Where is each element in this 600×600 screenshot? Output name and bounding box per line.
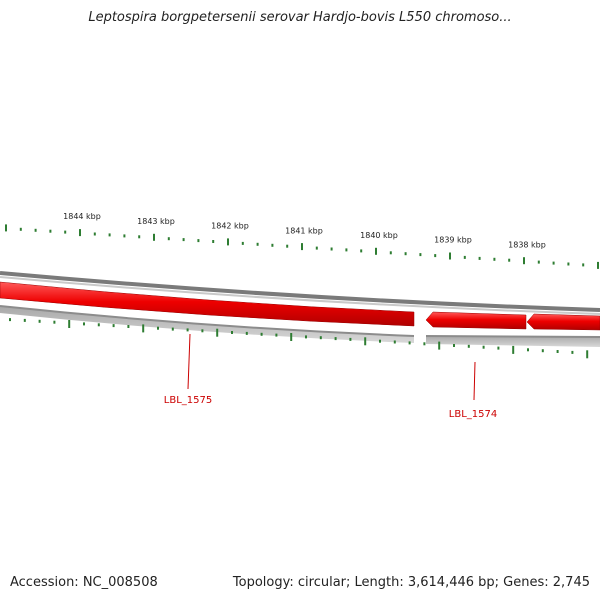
topology-summary: Topology: circular; Length: 3,614,446 bp… bbox=[232, 575, 590, 590]
map-title: Leptospira borgpetersenii serovar Hardjo… bbox=[88, 10, 512, 25]
gene-label[interactable]: LBL_1575 bbox=[164, 395, 212, 406]
tick-label-group: 1844 kbp 1843 kbp 1842 kbp 1841 kbp 1840 kbp… bbox=[63, 212, 546, 249]
tick-label: 1842 kbp bbox=[211, 222, 249, 231]
inner-ring-segment-2 bbox=[426, 336, 600, 347]
accession-label: Accession: NC_008508 bbox=[10, 575, 158, 590]
backbone-ring bbox=[0, 271, 600, 312]
gene-feature-lbl-1575[interactable] bbox=[0, 281, 415, 327]
gene-leader-line bbox=[187, 333, 191, 390]
tick-label: 1840 kbp bbox=[360, 231, 398, 240]
inner-tick-track bbox=[9, 318, 589, 359]
backbone-highlight bbox=[0, 276, 600, 315]
gene-feature-track bbox=[0, 281, 600, 331]
tick-label: 1838 kbp bbox=[508, 240, 546, 249]
inner-ring-edge-1 bbox=[0, 305, 415, 337]
gene-leader-line bbox=[473, 361, 476, 401]
gene-feature-lbl-1574[interactable] bbox=[425, 311, 527, 330]
tick-label: 1839 kbp bbox=[434, 236, 472, 245]
gene-label-group: LBL_1575 LBL_1574 bbox=[164, 333, 497, 420]
tick-label: 1841 kbp bbox=[285, 226, 323, 235]
gene-label[interactable]: LBL_1574 bbox=[449, 409, 497, 420]
tick-label: 1844 kbp bbox=[63, 212, 101, 221]
gene-feature-next[interactable] bbox=[526, 313, 600, 331]
outer-tick-track bbox=[5, 224, 599, 269]
tick-label: 1843 kbp bbox=[137, 217, 175, 226]
inner-ring-edge-2 bbox=[425, 335, 600, 338]
